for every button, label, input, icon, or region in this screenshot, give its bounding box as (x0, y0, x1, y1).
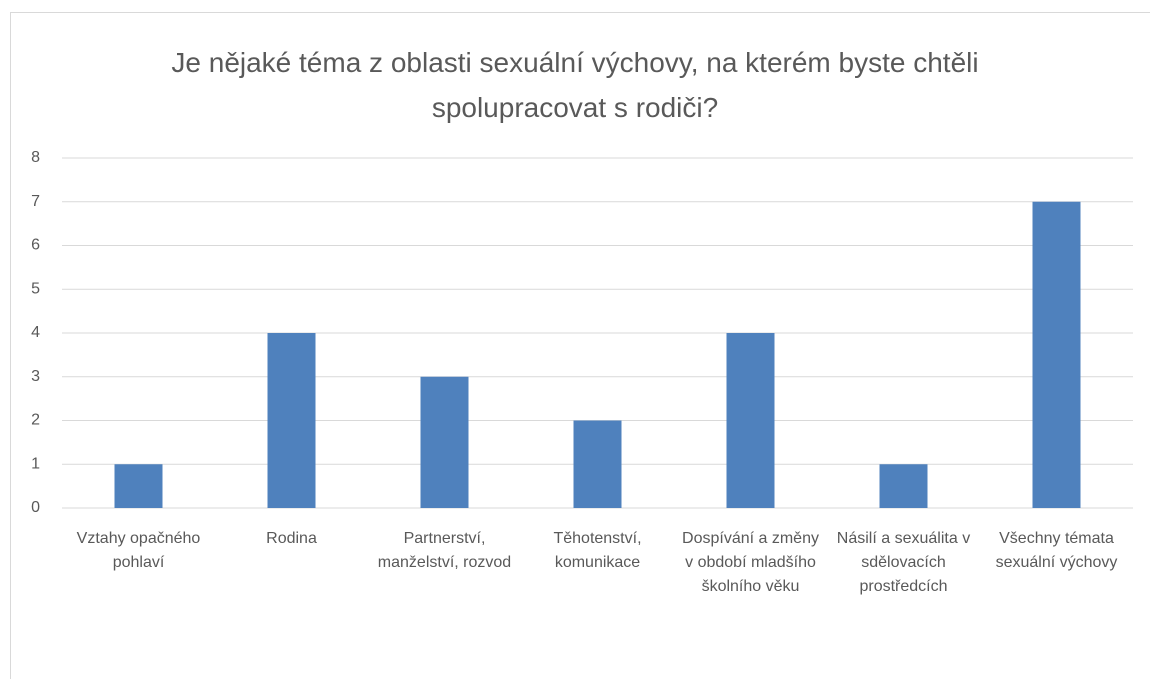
bar (1032, 201, 1081, 508)
chart-border (10, 12, 1150, 679)
chart-title: Je nějaké téma z oblasti sexuální výchov… (171, 47, 979, 123)
x-tick-label: Rodina (266, 530, 317, 547)
y-tick-label: 5 (31, 280, 40, 297)
x-tick-label: Všechny témata sexuální výchovy (995, 530, 1118, 571)
y-tick-label: 8 (31, 149, 40, 166)
y-tick-label: 2 (31, 412, 40, 429)
bar (420, 376, 469, 508)
y-tick-label: 1 (31, 455, 40, 472)
y-tick-label: 4 (31, 324, 40, 341)
y-tick-label: 7 (31, 193, 40, 210)
y-tick-label: 3 (31, 368, 40, 385)
bar (267, 333, 316, 508)
bar (114, 464, 163, 508)
x-tick-label: Vztahy opačného pohlaví (76, 530, 201, 571)
x-tick-label: Násilí a sexuálita v sdělovacích prostře… (836, 530, 971, 595)
y-tick-label: 6 (31, 237, 40, 254)
bar (726, 333, 775, 508)
bar (879, 464, 928, 508)
y-tick-label: 0 (31, 499, 40, 516)
bar (573, 420, 622, 508)
x-tick-label: Partnerství, manželství, rozvod (377, 530, 512, 571)
x-tick-label: Těhotenství, komunikace (553, 530, 642, 571)
x-tick-label: Dospívání a změny v období mladšího škol… (682, 530, 819, 595)
